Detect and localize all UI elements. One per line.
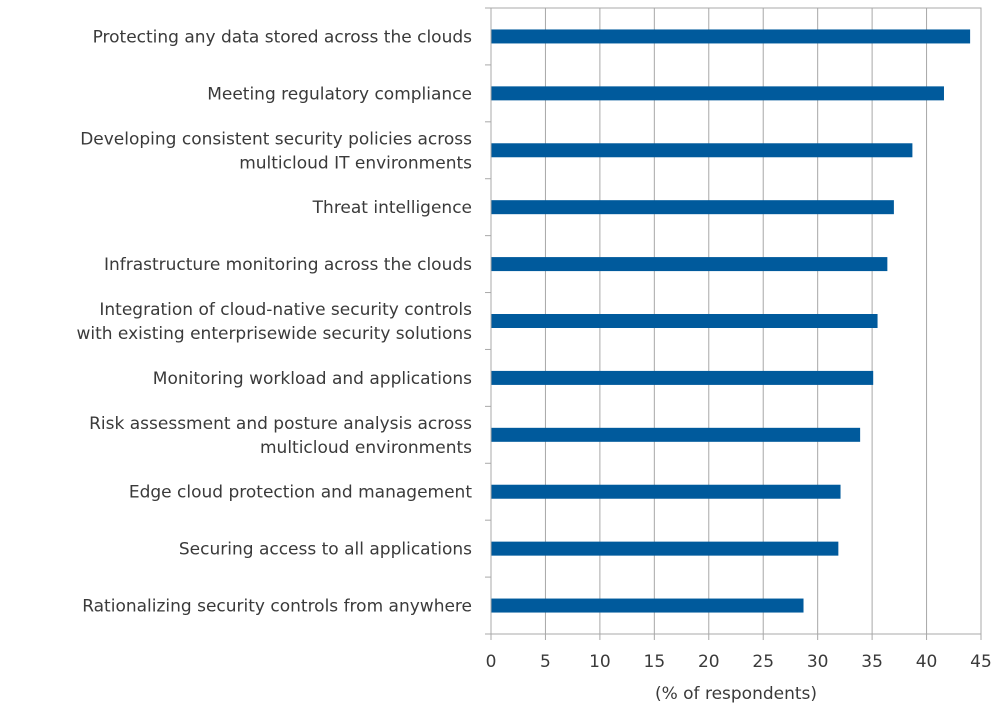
x-tick-label: 15 bbox=[644, 652, 666, 672]
x-tick-label: 25 bbox=[752, 652, 774, 672]
bar bbox=[491, 257, 888, 272]
x-tick-label: 40 bbox=[916, 652, 938, 672]
category-label: Developing consistent security policies … bbox=[80, 129, 472, 173]
x-tick-label: 10 bbox=[589, 652, 611, 672]
bar bbox=[491, 143, 913, 158]
bar bbox=[491, 541, 839, 556]
x-axis-title: (% of respondents) bbox=[655, 684, 817, 704]
bar bbox=[491, 86, 944, 101]
bar bbox=[491, 598, 804, 613]
x-tick-labels: 0 5 10 15 20 25 30 35 40 45 bbox=[486, 652, 992, 672]
category-label: Rationalizing security controls from any… bbox=[82, 597, 472, 617]
category-label: Edge cloud protection and management bbox=[129, 483, 472, 503]
x-tick-label: 30 bbox=[807, 652, 829, 672]
bar bbox=[491, 427, 861, 442]
bar bbox=[491, 484, 841, 499]
y-axis-ticks bbox=[485, 7, 491, 635]
category-label: Meeting regulatory compliance bbox=[207, 84, 472, 104]
x-tick-label: 20 bbox=[698, 652, 720, 672]
bar bbox=[491, 370, 874, 385]
bar bbox=[491, 29, 971, 44]
x-tick-label: 0 bbox=[486, 652, 497, 672]
bar bbox=[491, 200, 894, 215]
x-tick-label: 45 bbox=[970, 652, 992, 672]
category-labels: Protecting any data stored across the cl… bbox=[76, 27, 472, 616]
x-tick-label: 5 bbox=[540, 652, 551, 672]
bar bbox=[491, 314, 878, 328]
plot-border bbox=[490, 7, 982, 635]
category-label: Securing access to all applications bbox=[179, 540, 472, 560]
category-label: Infrastructure monitoring across the clo… bbox=[104, 255, 472, 275]
category-label: Threat intelligence bbox=[312, 198, 472, 218]
category-label: Protecting any data stored across the cl… bbox=[93, 27, 473, 47]
category-label: Integration of cloud-native security con… bbox=[76, 300, 472, 344]
x-tick-label: 35 bbox=[861, 652, 883, 672]
category-label: Risk assessment and posture analysis acr… bbox=[89, 414, 472, 458]
bars bbox=[491, 29, 971, 613]
category-label: Monitoring workload and applications bbox=[153, 369, 472, 389]
